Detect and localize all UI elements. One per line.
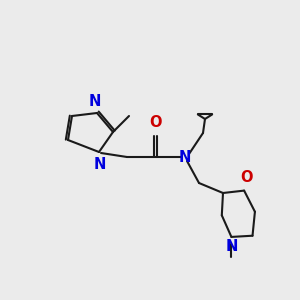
Text: N: N <box>89 94 101 109</box>
Text: N: N <box>94 157 106 172</box>
Text: N: N <box>225 239 238 254</box>
Text: O: O <box>240 169 252 184</box>
Text: O: O <box>149 115 161 130</box>
Text: N: N <box>179 149 191 164</box>
